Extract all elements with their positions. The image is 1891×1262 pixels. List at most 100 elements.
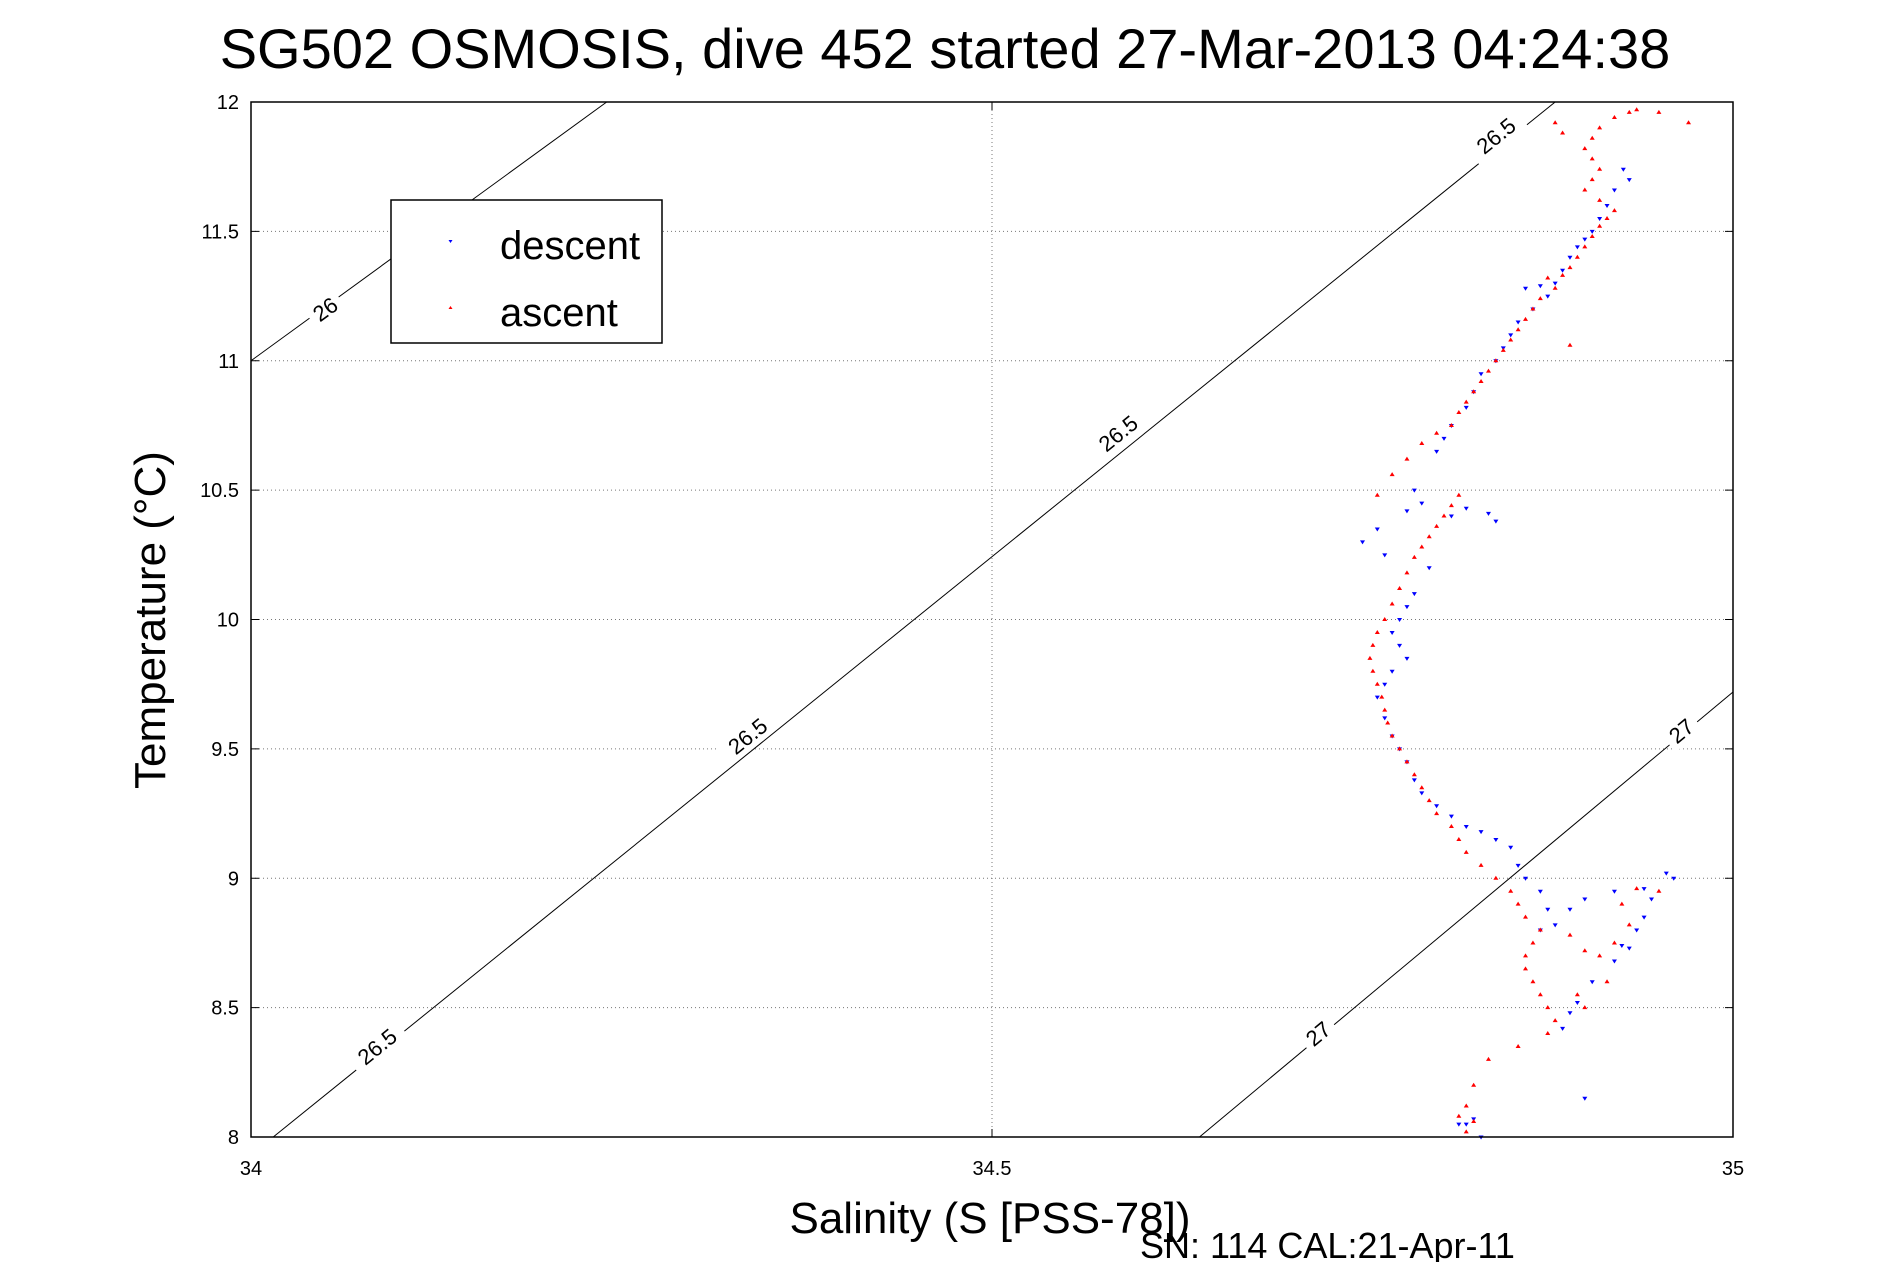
descent-point	[1574, 245, 1580, 250]
descent-point	[1434, 449, 1440, 454]
ascent-point	[1463, 849, 1469, 854]
ascent-point	[1560, 272, 1566, 277]
ascent-point	[1478, 378, 1484, 383]
descent-point	[1382, 682, 1388, 687]
ascent-point	[1545, 1031, 1551, 1035]
ascent-point	[1530, 306, 1536, 311]
y-tick-label: 10	[217, 610, 239, 632]
ascent-point	[1567, 932, 1573, 937]
y-tick-label: 8.5	[211, 998, 239, 1020]
ascent-point	[1552, 1018, 1558, 1023]
ascent-point	[1552, 120, 1558, 125]
descent-point	[1515, 863, 1521, 868]
x-axis-ticks: 34 34.5 35	[240, 102, 1744, 1180]
descent-point	[1426, 566, 1432, 571]
ascent-point	[1397, 746, 1403, 751]
ascent-point	[1419, 544, 1425, 549]
descent-point	[1537, 284, 1543, 289]
ascent-point	[1537, 927, 1543, 932]
descent-point	[1389, 669, 1395, 674]
descent-point	[1456, 1122, 1462, 1127]
ascent-point	[1634, 886, 1640, 891]
legend-descent-label: descent	[500, 224, 640, 268]
descent-point	[1611, 188, 1617, 193]
descent-point	[1567, 1011, 1573, 1016]
ascent-point	[1523, 966, 1529, 971]
ascent-point	[1560, 130, 1566, 135]
ascent-point	[1552, 285, 1558, 290]
ascent-point	[1545, 1005, 1551, 1010]
descent-point	[1441, 436, 1447, 441]
descent-point	[1411, 488, 1417, 493]
descent-point	[1648, 897, 1654, 902]
ascent-point	[1456, 492, 1462, 497]
ascent-point	[1515, 901, 1521, 906]
y-tick-label: 9.5	[211, 739, 239, 761]
ascent-point	[1404, 570, 1410, 575]
descent-point	[1448, 514, 1454, 519]
ascent-point	[1537, 296, 1543, 301]
ascent-point	[1589, 156, 1595, 161]
ascent-point	[1604, 979, 1610, 984]
descent-point	[1463, 1122, 1469, 1127]
ascent-point	[1471, 389, 1477, 394]
ascent-point	[1367, 655, 1373, 660]
legend-ascent-marker	[448, 306, 453, 309]
ascent-point	[1530, 940, 1536, 945]
descent-point	[1611, 959, 1617, 964]
y-axis-label: Temperature (°C)	[126, 451, 175, 789]
ascent-point	[1404, 759, 1410, 764]
descent-point	[1523, 286, 1529, 291]
ascent-point	[1411, 772, 1417, 777]
grid-lines	[251, 102, 1733, 1137]
descent-point	[1397, 643, 1403, 648]
ascent-point	[1626, 109, 1632, 114]
ascent-point	[1634, 107, 1640, 112]
descent-point	[1611, 889, 1617, 894]
ascent-point	[1379, 694, 1385, 699]
ascent-point	[1567, 342, 1573, 347]
descent-point	[1634, 928, 1640, 933]
ascent-point	[1382, 707, 1388, 712]
contour-label-bg	[715, 706, 780, 766]
descent-point	[1419, 501, 1425, 506]
descent-point	[1620, 167, 1626, 172]
descent-point	[1493, 519, 1499, 524]
ascent-point	[1374, 629, 1380, 634]
ascent-point	[1589, 135, 1595, 140]
descent-point	[1360, 540, 1365, 545]
y-axis-ticks: 8 8.5 9 9.5 10 10.5 11 11.5 12	[200, 92, 1733, 1149]
ascent-point	[1545, 275, 1551, 280]
ascent-point	[1597, 953, 1603, 958]
descent-point	[1589, 229, 1595, 234]
ascent-point	[1471, 1082, 1477, 1087]
data-points	[1360, 107, 1692, 1140]
descent-point	[1626, 178, 1632, 183]
ascent-point	[1478, 862, 1484, 867]
y-tick-label: 8	[228, 1127, 239, 1149]
descent-point	[1671, 876, 1677, 881]
ascent-point	[1611, 208, 1617, 213]
descent-point	[1574, 1000, 1580, 1005]
ascent-point	[1426, 534, 1432, 539]
ascent-point	[1493, 875, 1499, 880]
ascent-point	[1656, 888, 1662, 893]
descent-point	[1411, 592, 1417, 597]
ascent-point	[1471, 1118, 1477, 1123]
ascent-point	[1597, 125, 1603, 130]
descent-point	[1463, 506, 1469, 511]
ascent-point	[1463, 399, 1469, 404]
legend-box	[390, 199, 663, 344]
ascent-point	[1589, 177, 1595, 182]
ascent-point	[1389, 472, 1395, 477]
ascent-point	[1448, 824, 1454, 828]
ascent-point	[1448, 503, 1454, 508]
descent-point	[1382, 716, 1388, 721]
descent-point	[1374, 695, 1380, 700]
descent-point	[1582, 1096, 1588, 1101]
descent-point	[1411, 778, 1417, 783]
y-tick-label: 12	[217, 92, 239, 114]
ascent-point	[1582, 187, 1588, 192]
ascent-point	[1411, 554, 1417, 559]
ascent-point	[1456, 410, 1462, 414]
